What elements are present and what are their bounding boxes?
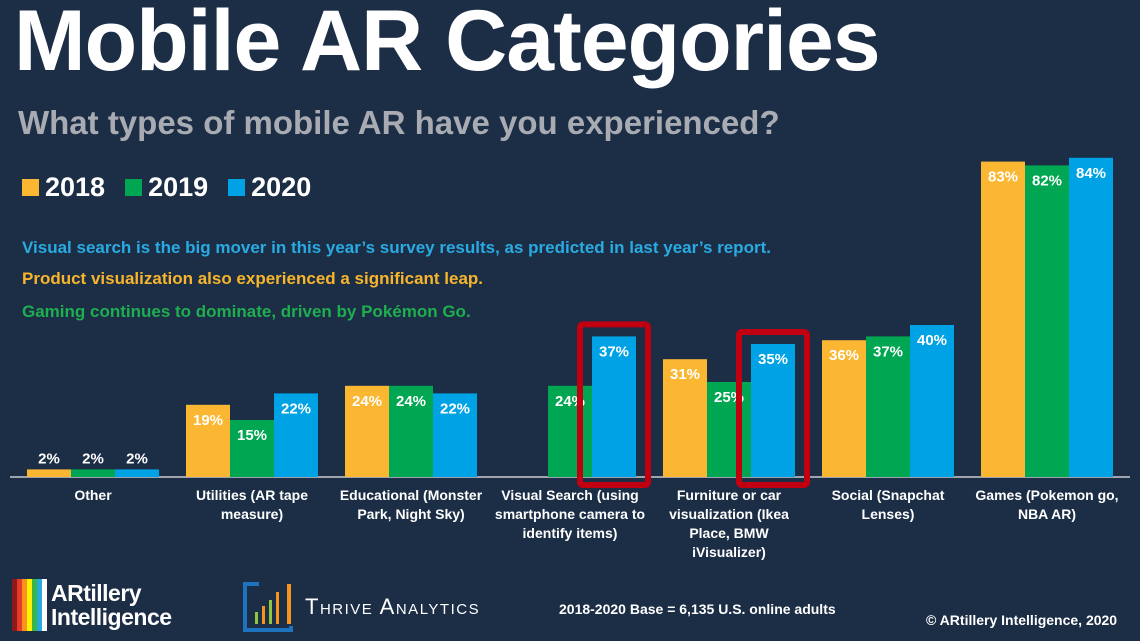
bar-2019: [71, 469, 115, 477]
category-label: Social (Snapchat: [832, 487, 945, 503]
artillery-logo: ARtillery Intelligence: [12, 579, 172, 631]
data-label: 2%: [38, 450, 60, 467]
bar-2018: [27, 469, 71, 477]
bar-2019: [1025, 165, 1069, 477]
note-product-visualization: Product visualization also experienced a…: [22, 269, 484, 288]
bar-2018: [186, 404, 230, 477]
category-label: Furniture or car: [677, 487, 782, 503]
category-label: Utilities (AR tape: [196, 487, 308, 503]
data-label: 2%: [82, 450, 104, 467]
legend-swatch: [125, 179, 143, 196]
category-label: Park, Night Sky): [357, 506, 464, 522]
data-label: 24%: [396, 393, 426, 410]
data-label: 37%: [873, 343, 903, 360]
category-label: Other: [74, 487, 112, 503]
data-label: 35%: [758, 351, 788, 368]
legend-label: 2019: [148, 172, 209, 202]
category-label: smartphone camera to: [495, 506, 645, 522]
base-note: 2018-2020 Base = 6,135 U.S. online adult…: [559, 601, 836, 617]
logo-line: Intelligence: [51, 604, 172, 630]
data-label: 84%: [1076, 165, 1106, 182]
data-label: 24%: [352, 393, 382, 410]
bar-2020: [1069, 157, 1113, 478]
data-label: 22%: [281, 400, 311, 417]
category-label: Lenses): [862, 506, 915, 522]
highlight-box: [577, 321, 651, 488]
category-label: identify items): [523, 525, 618, 541]
legend-swatch: [228, 179, 246, 196]
bar-2018: [345, 385, 389, 477]
legend-label: 2018: [45, 172, 106, 202]
logo-text: Thrive Analytics: [305, 594, 481, 619]
bar-2020: [910, 325, 954, 477]
data-label: 40%: [917, 332, 947, 349]
logo-line: ARtillery: [51, 580, 142, 606]
bar-2019: [707, 382, 751, 477]
bar-2019: [548, 385, 592, 477]
copyright: © ARtillery Intelligence, 2020: [926, 612, 1118, 628]
category-label: visualization (Ikea: [669, 506, 789, 522]
category-label: Educational (Monster: [340, 487, 483, 503]
legend-swatch: [22, 179, 39, 196]
bar-2020: [274, 393, 318, 477]
category-label: Games (Pokemon go,: [975, 487, 1118, 503]
data-label: 31%: [670, 366, 700, 383]
rainbow-icon: [12, 579, 47, 631]
page-title: Mobile AR Categories: [14, 0, 881, 89]
bar-2020: [751, 344, 795, 477]
bar-2020: [592, 336, 636, 477]
legend-item-2018: 2018: [22, 172, 105, 203]
category-label: NBA AR): [1018, 506, 1076, 522]
data-label: 37%: [599, 343, 629, 360]
data-label: 2%: [126, 450, 148, 467]
bar-2018: [981, 161, 1025, 477]
note-visual-search: Visual search is the big mover in this y…: [22, 238, 771, 257]
note-gaming: Gaming continues to dominate, driven by …: [22, 302, 471, 321]
legend-item-2020: 2020: [228, 172, 311, 203]
bar-2020: [115, 469, 159, 477]
bar-2019: [389, 385, 433, 477]
bar-2018: [822, 340, 866, 477]
bar-2020: [433, 393, 477, 477]
legend: 2018 2019 2020: [22, 172, 311, 203]
data-label: 83%: [988, 169, 1018, 186]
data-label: 82%: [1032, 172, 1062, 189]
legend-item-2019: 2019: [125, 172, 208, 203]
category-label: Place, BMW: [689, 525, 769, 541]
data-label: 19%: [193, 412, 223, 429]
data-label: 15%: [237, 427, 267, 444]
highlight-box: [736, 329, 810, 488]
bar-2019: [866, 336, 910, 477]
category-label: Visual Search (using: [501, 487, 638, 503]
bar-2018: [663, 359, 707, 477]
data-label: 22%: [440, 400, 470, 417]
bar-2019: [230, 420, 274, 477]
thrive-analytics-logo: Thrive Analytics: [243, 582, 480, 632]
category-label: iVisualizer): [692, 544, 766, 560]
page-subtitle: What types of mobile AR have you experie…: [18, 104, 780, 141]
category-label: measure): [221, 506, 283, 522]
legend-label: 2020: [251, 172, 312, 202]
bar-chart-logo-icon: [243, 582, 293, 632]
data-label: 36%: [829, 347, 859, 364]
